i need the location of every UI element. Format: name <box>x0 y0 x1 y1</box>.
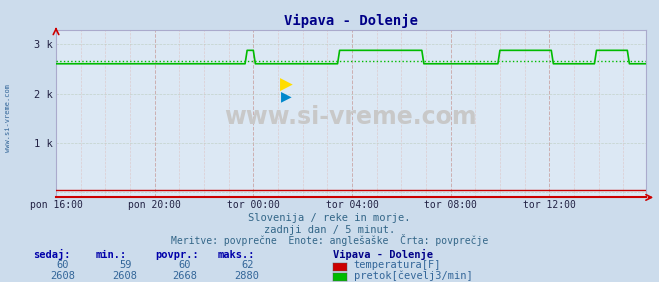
Text: 2668: 2668 <box>172 271 197 281</box>
Text: ▶: ▶ <box>279 76 293 94</box>
Text: 2608: 2608 <box>113 271 138 281</box>
Text: pretok[čevelj3/min]: pretok[čevelj3/min] <box>354 270 473 281</box>
Text: 60: 60 <box>57 261 69 270</box>
Text: povpr.:: povpr.: <box>155 250 198 260</box>
Text: 62: 62 <box>241 261 253 270</box>
Text: min.:: min.: <box>96 250 127 260</box>
Text: Meritve: povprečne  Enote: anglešaške  Črta: povprečje: Meritve: povprečne Enote: anglešaške Črt… <box>171 234 488 246</box>
Text: 2880: 2880 <box>235 271 260 281</box>
Text: 59: 59 <box>119 261 131 270</box>
Text: zadnji dan / 5 minut.: zadnji dan / 5 minut. <box>264 225 395 235</box>
Title: Vipava - Dolenje: Vipava - Dolenje <box>284 14 418 28</box>
Text: www.si-vreme.com: www.si-vreme.com <box>5 84 11 153</box>
Text: sedaj:: sedaj: <box>33 249 71 260</box>
Text: 2608: 2608 <box>50 271 75 281</box>
Text: temperatura[F]: temperatura[F] <box>354 260 442 270</box>
Text: maks.:: maks.: <box>217 250 255 260</box>
Text: Slovenija / reke in morje.: Slovenija / reke in morje. <box>248 213 411 223</box>
Text: 60: 60 <box>179 261 190 270</box>
Text: ▶: ▶ <box>281 90 291 104</box>
Text: www.si-vreme.com: www.si-vreme.com <box>225 105 477 129</box>
Text: Vipava - Dolenje: Vipava - Dolenje <box>333 249 433 260</box>
